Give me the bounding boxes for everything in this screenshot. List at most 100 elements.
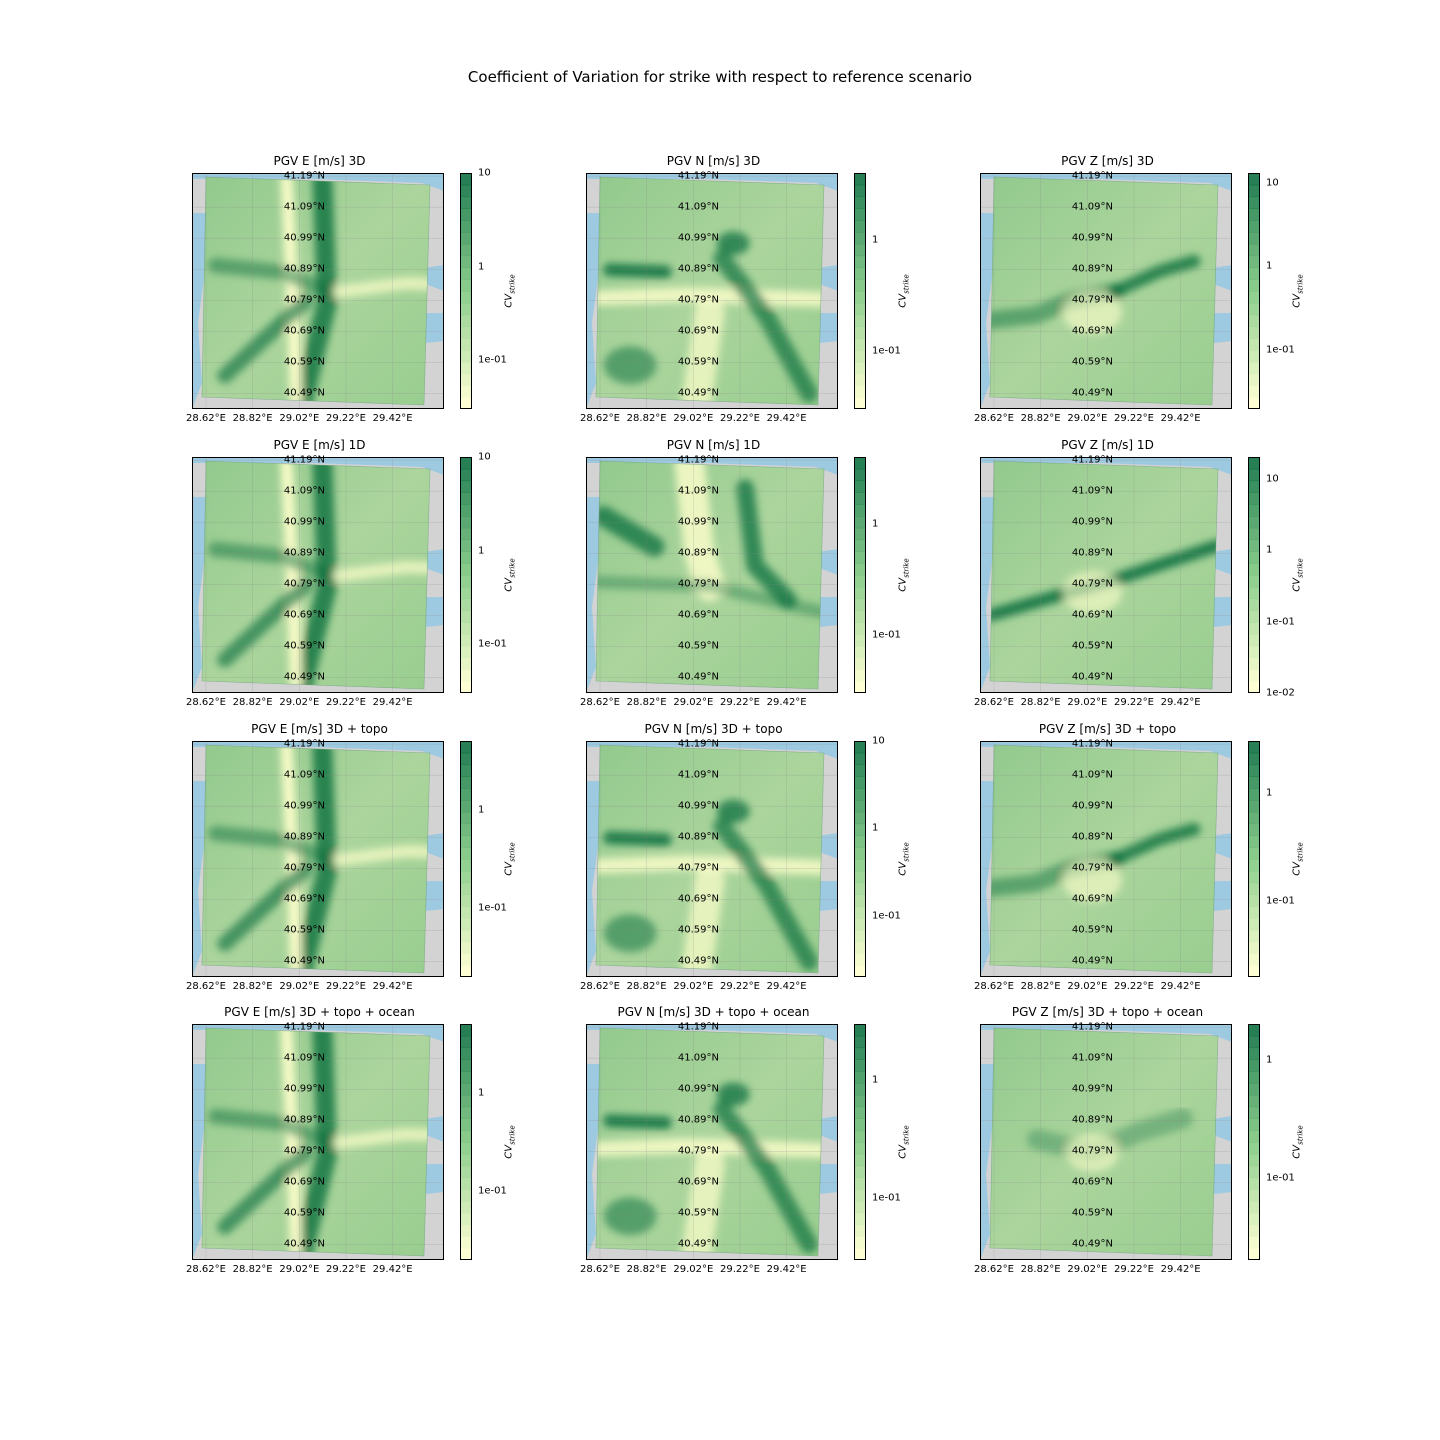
colorbar-level — [1248, 302, 1260, 316]
colorbar-level — [460, 539, 472, 552]
colorbar-tick-label: 1e-01 — [478, 1185, 507, 1197]
colorbar-level — [460, 1212, 472, 1226]
colorbar-level — [1248, 918, 1260, 931]
colorbar-level — [854, 681, 866, 693]
colorbar-level — [460, 338, 472, 351]
colorbar-level — [460, 1118, 472, 1131]
lat-tick-label: 40.49°N — [677, 671, 719, 683]
colorbar-tick-label: 1 — [872, 234, 879, 246]
colorbar-level — [460, 1189, 472, 1202]
colorbar-level — [460, 468, 472, 482]
colorbar-level — [460, 586, 472, 600]
colorbar-level — [1248, 1236, 1260, 1249]
colorbar — [1248, 1024, 1260, 1260]
colorbar-level — [1248, 563, 1260, 576]
colorbar-level — [854, 279, 866, 292]
lat-tick-label: 41.19°N — [283, 1021, 325, 1033]
colorbar-label: CVstrike — [504, 558, 517, 591]
colorbar — [460, 457, 472, 693]
colorbar-level — [1248, 1059, 1260, 1072]
colorbar-label-subscript: strike — [1296, 1125, 1305, 1145]
lon-tick-label: 29.22°E — [1114, 697, 1154, 708]
subplot-title: PGV Z [m/s] 3D + topo + ocean — [1011, 1005, 1204, 1019]
lon-tick-label: 28.82°E — [626, 1264, 667, 1275]
colorbar-level — [1248, 1153, 1260, 1167]
colorbar-tick-label: 1 — [1266, 260, 1273, 272]
colorbar-level — [854, 551, 866, 564]
colorbar-label-main: CV — [897, 577, 909, 592]
colorbar-level — [1248, 1035, 1260, 1049]
colorbar-level — [1248, 267, 1260, 280]
colorbar-label-subscript: strike — [508, 558, 517, 578]
lon-tick-label: 29.02°E — [279, 981, 320, 992]
cv-field — [990, 461, 1218, 689]
colorbar-level — [460, 965, 472, 977]
colorbar-level — [1248, 516, 1260, 529]
colorbar-level — [854, 941, 866, 954]
lat-tick-label: 40.89°N — [677, 831, 719, 843]
lon-tick-label: 29.02°E — [1067, 413, 1108, 424]
colorbar — [460, 741, 472, 977]
colorbar-label-subscript: strike — [902, 842, 911, 862]
cv-field — [202, 177, 430, 405]
colorbar-level — [460, 279, 472, 292]
colorbar-level — [460, 1047, 472, 1060]
lon-tick-label: 29.22°E — [326, 697, 366, 708]
colorbar-level — [1248, 741, 1260, 754]
lon-tick-label: 28.62°E — [186, 981, 226, 992]
colorbar-level — [854, 527, 866, 541]
lon-tick-label: 28.62°E — [580, 413, 620, 424]
cv-field — [202, 745, 430, 973]
cv-field — [990, 177, 1218, 405]
lon-tick-label: 28.62°E — [186, 697, 226, 708]
colorbar-level — [1248, 326, 1260, 339]
colorbar-level — [1248, 586, 1260, 600]
lon-tick-label: 29.42°E — [1160, 981, 1201, 992]
colorbar-level — [854, 1153, 866, 1167]
colorbar-level — [854, 835, 866, 848]
colorbar-label: CVstrike — [1292, 1125, 1305, 1158]
lat-tick-label: 40.59°N — [283, 924, 325, 936]
colorbar-level — [460, 1071, 472, 1084]
lat-tick-label: 40.49°N — [1071, 387, 1113, 399]
colorbar-level — [460, 1165, 472, 1178]
colorbar-level — [854, 220, 866, 233]
colorbar-level — [460, 457, 472, 470]
colorbar-level — [1248, 882, 1260, 895]
colorbar-tick-label: 1e-01 — [1266, 1172, 1295, 1184]
colorbar-level — [854, 539, 866, 552]
lat-tick-label: 41.09°N — [677, 769, 719, 781]
colorbar-level — [460, 1201, 472, 1214]
colorbar-level — [460, 788, 472, 801]
colorbar-level — [460, 350, 472, 363]
lat-tick-label: 41.09°N — [283, 201, 325, 213]
colorbar-level — [854, 184, 866, 198]
colorbar — [460, 173, 472, 409]
colorbar-level — [1248, 681, 1260, 693]
colorbar-level — [854, 1024, 866, 1037]
lon-tick-label: 29.22°E — [326, 981, 366, 992]
lon-tick-label: 29.02°E — [1067, 1264, 1108, 1275]
colorbar-tick-label: 1 — [1266, 787, 1273, 799]
lat-tick-label: 40.59°N — [677, 356, 719, 368]
lat-tick-label: 40.99°N — [677, 232, 719, 244]
lat-tick-label: 40.69°N — [677, 893, 719, 905]
colorbar-level — [1248, 314, 1260, 327]
lat-tick-label: 40.99°N — [677, 800, 719, 812]
lon-tick-label: 29.02°E — [279, 413, 320, 424]
colorbar-label-subscript: strike — [508, 842, 517, 862]
sea-area — [1212, 549, 1232, 627]
subplot-title: PGV Z [m/s] 3D — [1061, 154, 1154, 168]
colorbar-label: CVstrike — [504, 1125, 517, 1158]
lat-tick-label: 41.09°N — [283, 769, 325, 781]
sea-area — [586, 173, 838, 191]
lon-tick-label: 29.42°E — [372, 1264, 413, 1275]
lon-tick-label: 28.62°E — [580, 697, 620, 708]
lat-tick-label: 41.19°N — [1071, 454, 1113, 466]
colorbar-label-main: CV — [897, 861, 909, 876]
colorbar-label-main: CV — [503, 577, 515, 592]
lon-tick-label: 28.82°E — [1020, 413, 1061, 424]
lat-tick-label: 40.59°N — [1071, 1207, 1113, 1219]
lon-tick-label: 29.42°E — [1160, 697, 1201, 708]
lon-tick-label: 29.02°E — [279, 697, 320, 708]
